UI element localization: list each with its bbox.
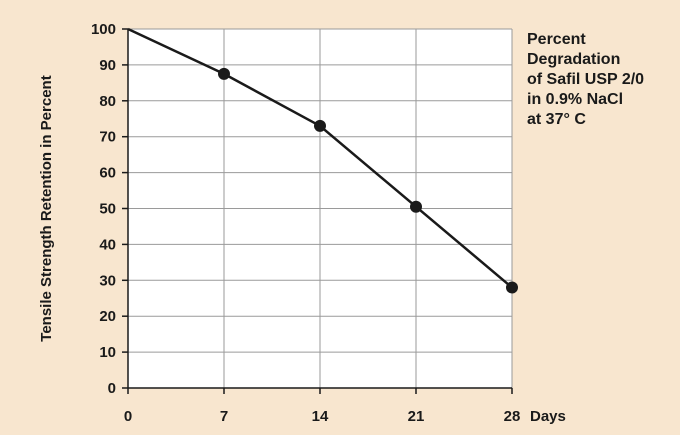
x-axis-label: Days <box>530 408 566 425</box>
x-tick-label-0: 0 <box>124 408 132 425</box>
data-point-day-21 <box>410 200 422 213</box>
chart-title-line-5: at 37° C <box>527 111 586 128</box>
chart-title-line-3: of Safil USP 2/0 <box>527 71 645 88</box>
y-tick-label-0: 0 <box>108 380 116 397</box>
x-tick-label-21: 21 <box>408 408 425 425</box>
data-point-day-14 <box>314 119 326 132</box>
chart-title-line-2: Degradation <box>527 51 621 68</box>
y-tick-label-100: 100 <box>91 21 116 38</box>
data-point-day-7 <box>218 67 230 80</box>
y-tick-label-70: 70 <box>99 129 116 146</box>
data-point-day-28 <box>506 281 518 294</box>
x-tick-label-7: 7 <box>220 408 228 425</box>
x-tick-label-28: 28 <box>504 408 521 425</box>
y-tick-label-30: 30 <box>99 272 116 289</box>
chart-title-line-4: in 0.9% NaCl <box>527 91 624 108</box>
y-axis-label: Tensile Strength Retention in Percent <box>38 75 55 341</box>
chart-title-line-1: Percent <box>527 31 586 48</box>
x-tick-label-14: 14 <box>312 408 329 425</box>
y-tick-label-40: 40 <box>99 236 116 253</box>
y-tick-label-80: 80 <box>99 93 116 110</box>
chart-title: Percent Degradation of Safil USP 2/0 in … <box>527 30 677 130</box>
y-tick-label-20: 20 <box>99 308 116 325</box>
y-tick-label-50: 50 <box>99 201 116 218</box>
y-tick-label-90: 90 <box>99 57 116 74</box>
y-tick-label-60: 60 <box>99 165 116 182</box>
y-tick-label-10: 10 <box>99 344 116 361</box>
